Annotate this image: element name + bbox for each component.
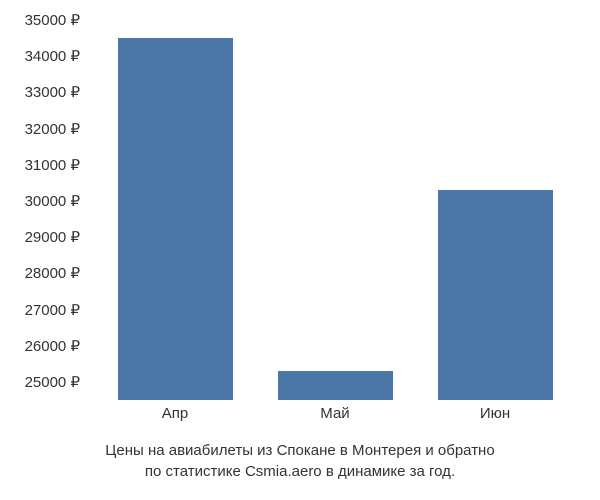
y-tick-label: 33000 ₽: [25, 83, 80, 101]
y-tick-label: 31000 ₽: [25, 156, 80, 174]
bar: [438, 190, 553, 400]
y-axis: 25000 ₽ 26000 ₽ 27000 ₽ 28000 ₽ 29000 ₽ 30000…: [0, 20, 90, 400]
bar: [278, 371, 393, 400]
x-tick-label: Июн: [438, 405, 553, 435]
x-axis: Апр Май Июн: [95, 405, 575, 435]
y-tick-label: 26000 ₽: [25, 337, 80, 355]
chart-caption: Цены на авиабилеты из Спокане в Монтерея…: [0, 440, 600, 482]
y-tick-label: 32000 ₽: [25, 120, 80, 138]
plot-area: [95, 20, 575, 400]
y-tick-label: 34000 ₽: [25, 47, 80, 65]
caption-line-1: Цены на авиабилеты из Спокане в Монтерея…: [105, 442, 494, 459]
bar: [118, 38, 233, 400]
caption-line-2: по статистике Csmia.aero в динамике за г…: [145, 463, 455, 480]
x-tick-label: Май: [278, 405, 393, 435]
bars-group: [95, 20, 575, 400]
y-tick-label: 25000 ₽: [25, 373, 80, 391]
price-chart: 25000 ₽ 26000 ₽ 27000 ₽ 28000 ₽ 29000 ₽ 30000…: [0, 0, 600, 500]
y-tick-label: 35000 ₽: [25, 11, 80, 29]
x-tick-label: Апр: [118, 405, 233, 435]
y-tick-label: 29000 ₽: [25, 228, 80, 246]
y-tick-label: 30000 ₽: [25, 192, 80, 210]
y-tick-label: 28000 ₽: [25, 264, 80, 282]
y-tick-label: 27000 ₽: [25, 301, 80, 319]
